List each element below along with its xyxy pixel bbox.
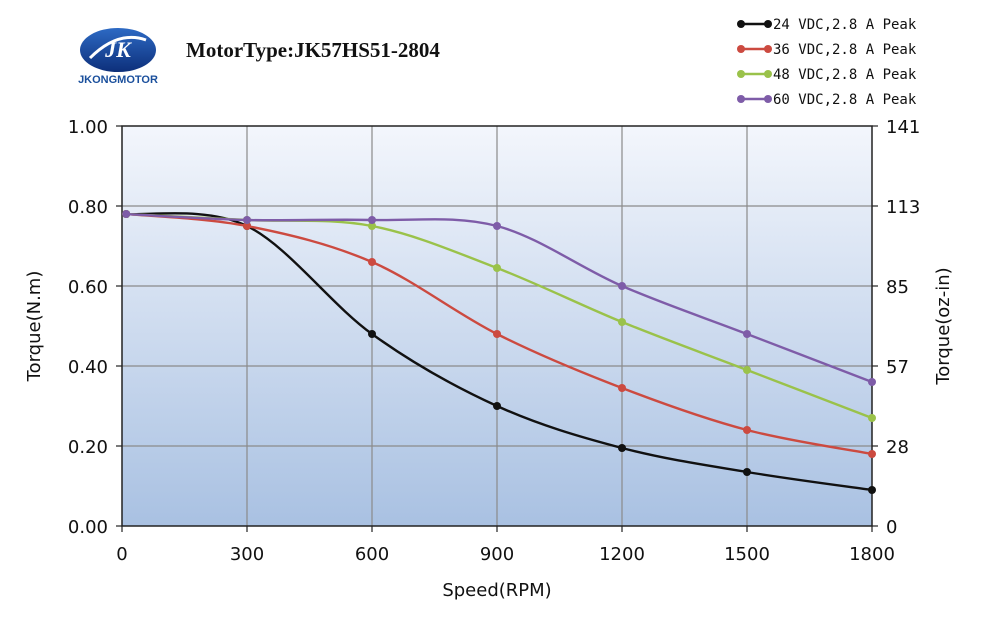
data-point — [122, 210, 131, 218]
y2-tick-label: 85 — [886, 277, 909, 298]
chart-title: MotorType:JK57HS51-2804 — [186, 38, 440, 62]
y-axis-ticks: 0.00 0.20 0.40 0.60 0.80 1.00 — [68, 117, 122, 538]
x-axis-title: Speed(RPM) — [442, 580, 551, 601]
y-tick-label: 0.20 — [68, 437, 108, 458]
data-point — [743, 468, 751, 476]
legend-swatch-dot — [737, 70, 745, 78]
x-tick-label: 0 — [116, 544, 127, 565]
data-point — [618, 384, 626, 392]
data-point — [618, 318, 626, 326]
legend-item: 24 VDC,2.8 A Peak — [737, 17, 917, 33]
jkongmotor-logo: JK JKONGMOTOR — [78, 28, 158, 86]
data-point — [743, 366, 751, 374]
data-point — [868, 414, 876, 422]
legend-label: 24 VDC,2.8 A Peak — [773, 17, 917, 33]
y-axis-title: Torque(N.m) — [24, 271, 45, 383]
y2-axis-title: Torque(oz-in) — [933, 267, 954, 385]
y-tick-label: 0.80 — [68, 197, 108, 218]
series-layer — [122, 210, 876, 494]
data-point — [868, 486, 876, 494]
x-tick-label: 1800 — [849, 544, 895, 565]
data-point — [743, 426, 751, 434]
legend-label: 60 VDC,2.8 A Peak — [773, 92, 917, 108]
data-point — [368, 222, 376, 230]
data-point — [618, 444, 626, 452]
data-point — [243, 216, 251, 224]
legend-item: 48 VDC,2.8 A Peak — [737, 67, 917, 83]
y2-tick-label: 141 — [886, 117, 920, 138]
data-point — [868, 450, 876, 458]
legend-label: 48 VDC,2.8 A Peak — [773, 67, 917, 83]
y2-tick-label: 0 — [886, 517, 897, 538]
legend-item: 36 VDC,2.8 A Peak — [737, 42, 917, 58]
y-tick-label: 1.00 — [68, 117, 108, 138]
data-point — [368, 258, 376, 266]
data-point — [493, 222, 501, 230]
legend-swatch-dot — [764, 95, 772, 103]
data-point — [368, 330, 376, 338]
y2-tick-label: 57 — [886, 357, 909, 378]
y2-tick-label: 113 — [886, 197, 920, 218]
series-3 — [122, 210, 876, 386]
legend-swatch-dot — [737, 95, 745, 103]
legend: 24 VDC,2.8 A Peak 36 VDC,2.8 A Peak 48 VDC… — [737, 17, 917, 108]
data-point — [493, 264, 501, 272]
x-axis-ticks: 0 300 600 900 1200 1500 1800 — [116, 526, 895, 565]
data-point — [493, 330, 501, 338]
logo-mark: JK — [104, 37, 132, 62]
legend-item: 60 VDC,2.8 A Peak — [737, 92, 917, 108]
x-tick-label: 600 — [355, 544, 389, 565]
data-point — [743, 330, 751, 338]
grid — [122, 126, 872, 526]
y-tick-label: 0.00 — [68, 517, 108, 538]
legend-swatch-dot — [737, 20, 745, 28]
x-tick-label: 900 — [480, 544, 514, 565]
data-point — [243, 222, 251, 230]
legend-swatch-dot — [737, 45, 745, 53]
x-tick-label: 1500 — [724, 544, 770, 565]
y2-tick-label: 28 — [886, 437, 909, 458]
legend-label: 36 VDC,2.8 A Peak — [773, 42, 917, 58]
data-point — [493, 402, 501, 410]
y2-axis-ticks: 0 28 57 85 113 141 — [872, 117, 920, 538]
legend-swatch-dot — [764, 20, 772, 28]
y-tick-label: 0.60 — [68, 277, 108, 298]
data-point — [618, 282, 626, 290]
x-tick-label: 1200 — [599, 544, 645, 565]
data-point — [368, 216, 376, 224]
logo-brand: JKONGMOTOR — [78, 74, 158, 86]
y-tick-label: 0.40 — [68, 357, 108, 378]
legend-swatch-dot — [764, 45, 772, 53]
data-point — [868, 378, 876, 386]
x-tick-label: 300 — [230, 544, 264, 565]
legend-swatch-dot — [764, 70, 772, 78]
series-1 — [122, 210, 876, 458]
